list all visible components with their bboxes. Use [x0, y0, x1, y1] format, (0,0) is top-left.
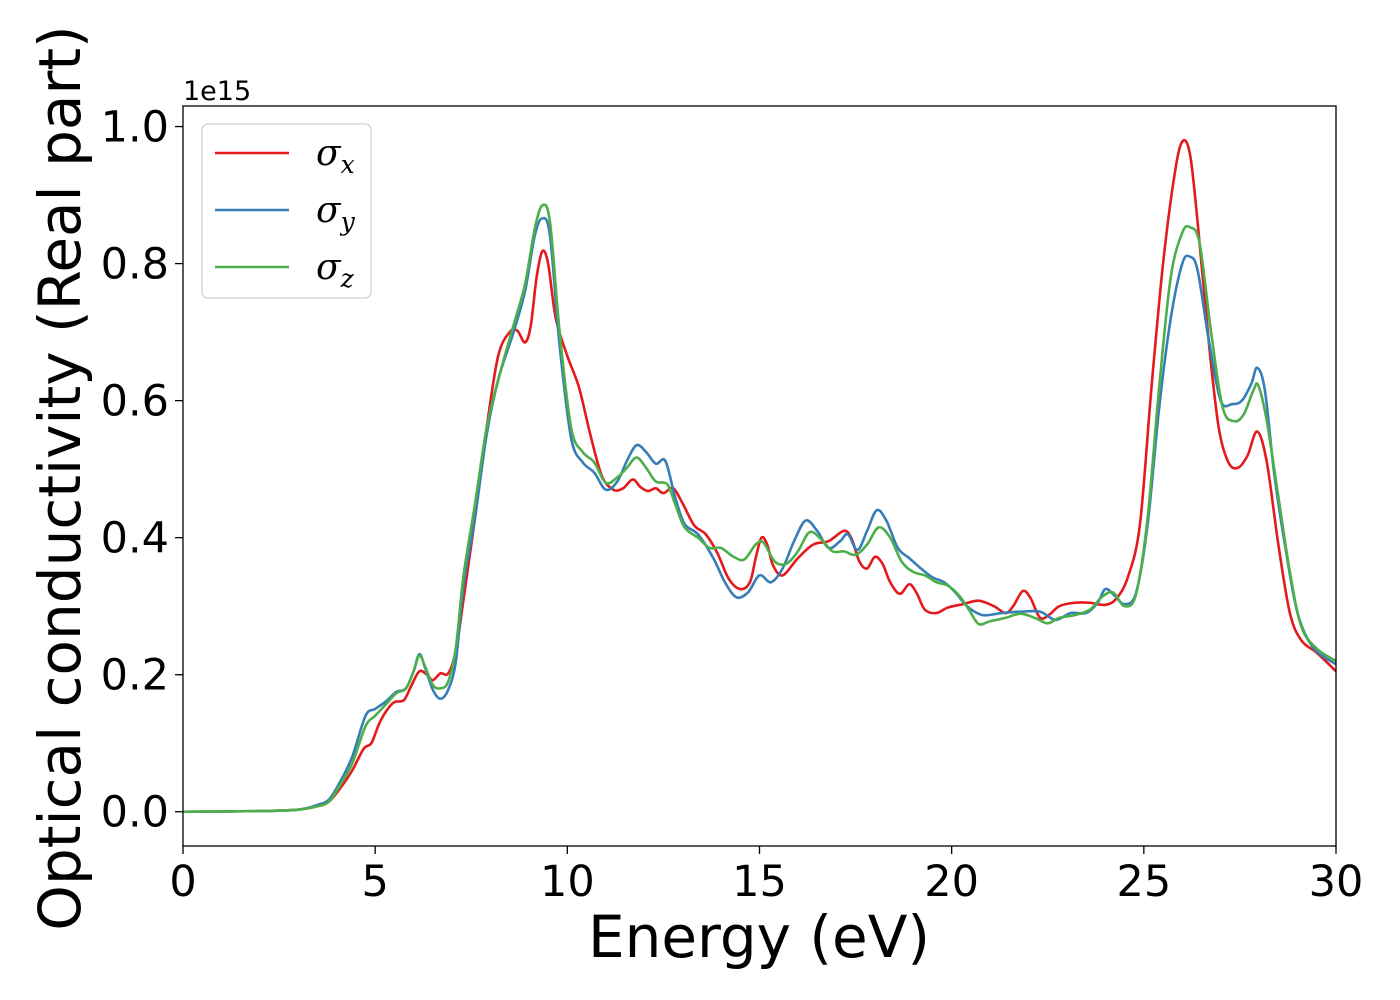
legend-label-sigma-z: σz — [316, 247, 355, 293]
y-tick-label: 0.0 — [101, 788, 169, 838]
x-axis-ticks: 0 5 10 15 20 25 30 — [169, 846, 1363, 907]
y-tick-label: 0.2 — [101, 651, 169, 701]
x-tick-label: 15 — [732, 857, 787, 907]
x-tick-label: 0 — [169, 857, 196, 907]
series-layer — [183, 138, 1336, 814]
y-offset-label: 1e15 — [183, 76, 251, 107]
y-tick-label: 0.6 — [101, 377, 169, 427]
y-tick-label: 0.4 — [101, 514, 169, 564]
x-axis-title: Energy (eV) — [588, 903, 930, 971]
series-line-sigma-x — [183, 138, 1336, 814]
legend-label-sigma-y: σy — [316, 190, 356, 236]
x-tick-label: 25 — [1116, 857, 1171, 907]
x-tick-label: 30 — [1309, 857, 1364, 907]
x-tick-label: 5 — [361, 857, 388, 907]
legend: σx σy σz — [201, 123, 372, 299]
legend-label-sigma-x: σx — [316, 133, 355, 179]
y-tick-label: 1.0 — [101, 103, 169, 153]
y-tick-label: 0.8 — [101, 240, 169, 290]
y-axis-ticks: 0.0 0.2 0.4 0.6 0.8 1.0 — [101, 103, 183, 838]
series-line-sigma-z — [183, 203, 1336, 814]
series-line-sigma-y — [183, 216, 1336, 814]
y-axis-title: Optical conductivity (Real part) — [26, 25, 94, 930]
x-tick-label: 10 — [540, 857, 595, 907]
x-tick-label: 20 — [924, 857, 979, 907]
